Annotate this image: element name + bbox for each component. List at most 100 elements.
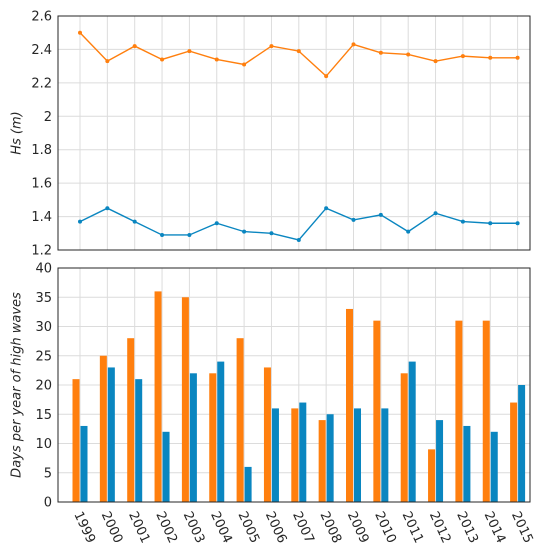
days-bar-series-2 (354, 408, 361, 502)
top-axes-frame (57, 15, 531, 251)
top-y-tick-label: 1.8 (31, 143, 52, 158)
hs-series-point-2 (132, 219, 137, 224)
hs-series-point-1 (515, 55, 520, 60)
bottom-y-tick-label: 0 (44, 496, 52, 511)
bottom-bars (72, 291, 526, 502)
hs-series-point-1 (488, 55, 493, 60)
hs-series-point-2 (187, 232, 192, 237)
days-bar-series-2 (107, 367, 115, 502)
top-y-tick-label: 1.6 (31, 177, 52, 192)
days-bar-series-2 (299, 402, 307, 502)
bottom-y-tick-label: 25 (35, 349, 52, 364)
bottom-x-tick-label: 2004 (207, 509, 235, 545)
days-bar-series-1 (99, 355, 107, 502)
bottom-x-tick-label: 2007 (289, 509, 317, 545)
bottom-x-tick-label: 1999 (70, 509, 98, 545)
bottom-x-tick-label: 2014 (481, 509, 509, 545)
hs-series-point-2 (433, 211, 438, 216)
hs-series-point-2 (324, 206, 329, 211)
hs-series-point-2 (78, 219, 82, 224)
days-bar-series-1 (510, 402, 518, 502)
days-bar-series-1 (482, 320, 490, 502)
top-y-tick-label: 2.2 (31, 76, 52, 91)
hs-series-point-2 (214, 221, 219, 226)
days-bar-series-2 (244, 466, 252, 502)
hs-series-point-1 (187, 49, 192, 54)
days-bar-series-2 (436, 420, 444, 502)
bottom-x-tick-label: 2001 (125, 509, 153, 545)
days-bar-series-2 (162, 431, 170, 502)
hs-series-point-1 (351, 42, 356, 47)
hs-series-point-1 (160, 57, 165, 62)
top-y-tick-label: 2.4 (31, 43, 52, 58)
hs-series-point-1 (78, 30, 82, 35)
days-bar-series-2 (518, 385, 526, 502)
top-y-tick-labels: 1.2 1.4 1.6 1.8 2 2.2 2.4 2.6 (31, 10, 52, 259)
hs-series-point-1 (406, 52, 411, 57)
days-bar-series-2 (381, 408, 389, 502)
hs-series-point-2 (269, 231, 274, 236)
bottom-x-tick-labels: 1999 2000 2001 2002 2003 2004 2005 2006 2007 2008… (70, 509, 535, 545)
days-bar-series-1 (318, 420, 326, 502)
bottom-x-tick-label: 2003 (180, 509, 208, 545)
days-bar-series-2 (271, 408, 279, 502)
bottom-x-tick-label: 2000 (98, 509, 126, 545)
days-bar-series-2 (217, 361, 225, 502)
days-bar-series-1 (236, 338, 244, 502)
bottom-y-tick-label: 20 (35, 379, 52, 394)
hs-series-point-1 (378, 50, 383, 55)
hs-series-point-2 (378, 212, 383, 217)
hs-series-point-2 (460, 219, 465, 224)
hs-series-point-1 (242, 62, 247, 67)
bottom-x-tick-label: 2008 (317, 509, 345, 545)
bottom-x-tick-label: 2013 (453, 509, 481, 545)
days-bar-series-1 (428, 449, 436, 502)
hs-series-point-2 (515, 221, 520, 226)
top-grid (58, 15, 530, 251)
hs-series-point-1 (132, 44, 137, 49)
hs-series-point-2 (406, 229, 411, 234)
hs-series-point-1 (324, 74, 329, 79)
days-bar-series-2 (408, 361, 416, 502)
days-bar-series-1 (346, 308, 353, 502)
days-bar-series-1 (455, 320, 463, 502)
hs-series-point-2 (105, 206, 110, 211)
top-y-tick-label: 1.4 (31, 210, 52, 225)
bottom-x-tick-label: 2011 (399, 509, 427, 545)
bottom-y-axis-label: Days per year of high waves (10, 292, 25, 478)
bottom-y-tick-label: 30 (35, 320, 52, 335)
days-bar-series-1 (154, 291, 162, 502)
top-y-tick-label: 2 (44, 110, 52, 125)
bottom-y-tick-labels: 0 5 10 15 20 25 30 35 40 (35, 262, 52, 511)
hs-series-point-2 (242, 229, 247, 234)
days-bar-series-2 (326, 414, 334, 502)
bottom-y-tick-label: 15 (35, 408, 52, 423)
hs-series-point-1 (269, 44, 274, 49)
bottom-x-tick-label: 2012 (426, 509, 454, 545)
bottom-x-tick-label: 2002 (152, 509, 180, 545)
days-bar-series-1 (127, 338, 135, 502)
days-bar-series-2 (80, 425, 88, 502)
days-bar-series-1 (373, 320, 381, 502)
days-bar-series-2 (135, 379, 143, 502)
bottom-y-tick-label: 10 (35, 437, 52, 452)
bottom-y-tick-label: 40 (35, 262, 52, 277)
hs-series-point-1 (105, 59, 110, 64)
hs-line-chart: 1.2 1.4 1.6 1.8 2 2.2 2.4 2.6 Hs (m) (10, 10, 531, 259)
days-bar-series-2 (463, 425, 471, 502)
top-y-tick-label: 2.6 (31, 10, 52, 25)
hs-series-point-2 (351, 217, 356, 222)
hs-series-point-1 (433, 59, 438, 64)
hs-series-point-2 (160, 232, 165, 237)
bottom-x-tick-label: 2005 (234, 509, 262, 545)
hs-series-point-1 (460, 54, 465, 59)
days-bar-series-1 (400, 373, 408, 502)
top-y-tick-label: 1.2 (31, 244, 52, 259)
hs-series-point-1 (296, 49, 301, 54)
bottom-x-tick-label: 2015 (508, 509, 536, 545)
bottom-x-tick-label: 2009 (344, 509, 372, 545)
bottom-y-tick-label: 5 (44, 466, 52, 481)
days-bar-series-1 (291, 408, 299, 502)
